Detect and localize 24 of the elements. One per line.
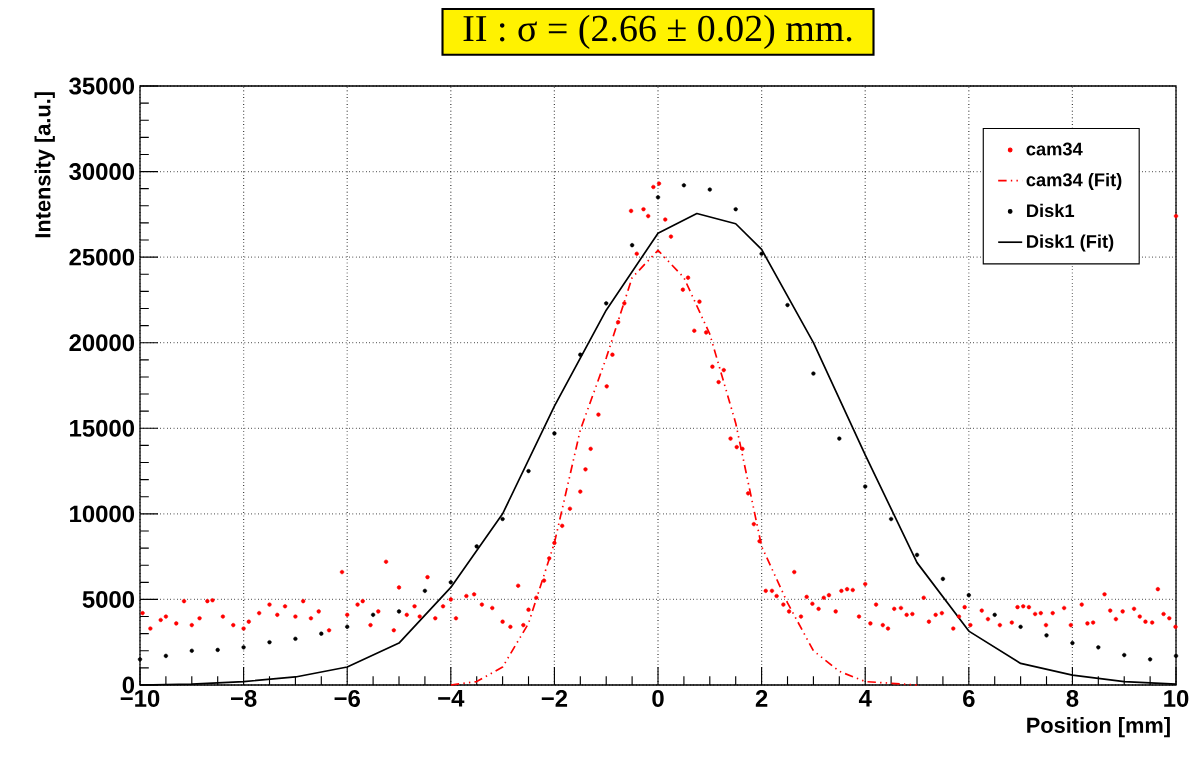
y-tick-label: 15000 — [70, 419, 135, 437]
y-tick-label: 20000 — [69, 334, 135, 352]
x-tick-label: 8 — [1066, 689, 1079, 707]
y-axis-title: Intensity [a.u.] — [34, 92, 55, 238]
x-tick-label: 6 — [963, 689, 975, 707]
y-tick-label: 10000 — [70, 505, 135, 523]
x-tick-label: 2 — [755, 689, 768, 707]
x-tick-label: 4 — [858, 689, 872, 707]
legend-label: Disk1 — [1027, 203, 1075, 218]
text: II : σ = (2.66 ± 0.02) mm. — [463, 14, 852, 50]
legend-label: cam34 (Fit) — [1026, 172, 1122, 190]
y-tick-label: 25000 — [69, 248, 135, 266]
x-tick-label: −6 — [334, 689, 360, 707]
x-tick-label: −8 — [230, 689, 257, 707]
y-tick-label: 5000 — [82, 590, 135, 608]
x-axis-title: Position [mm] — [1027, 716, 1170, 738]
y-tick-label: 35000 — [69, 77, 135, 95]
legend-label: cam34 — [1026, 142, 1083, 156]
x-tick-label: −4 — [438, 689, 465, 707]
x-tick-label: −2 — [541, 689, 568, 707]
legend-label: Disk1 (Fit) — [1027, 234, 1114, 252]
x-tick-label: 10 — [1164, 689, 1189, 707]
x-tick-label: 0 — [652, 689, 664, 707]
y-tick-label: 30000 — [69, 163, 135, 181]
